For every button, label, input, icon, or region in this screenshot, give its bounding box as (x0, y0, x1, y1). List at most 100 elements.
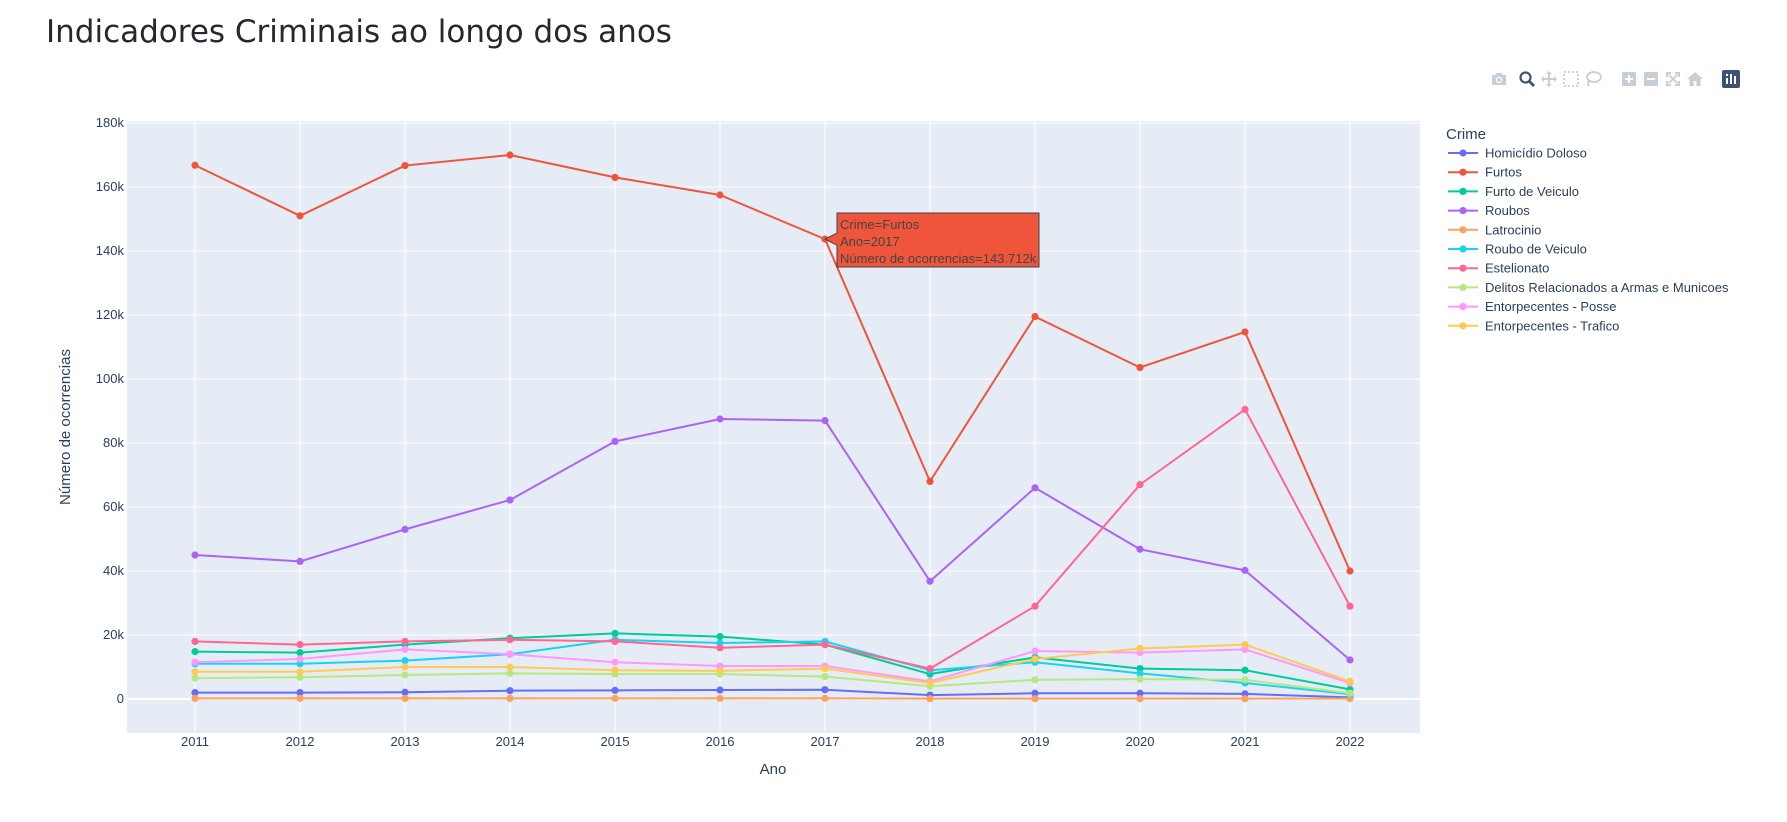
autoscale-icon[interactable] (1662, 68, 1684, 90)
data-point[interactable] (1241, 566, 1249, 574)
data-point[interactable] (716, 415, 724, 423)
series-line[interactable] (194, 672, 1351, 695)
data-point[interactable] (401, 637, 409, 646)
plotly-logo-icon[interactable] (1720, 68, 1742, 90)
data-point[interactable] (191, 694, 199, 702)
data-point[interactable] (611, 173, 619, 181)
data-point[interactable] (1136, 695, 1144, 703)
series-line[interactable] (195, 688, 1351, 699)
series-latrocinio[interactable] (191, 694, 1354, 703)
data-point[interactable] (821, 686, 829, 694)
data-point[interactable] (191, 689, 199, 697)
legend-item[interactable]: Furto de Veiculo (1448, 184, 1579, 199)
legend-item[interactable]: Latrocinio (1448, 222, 1541, 237)
data-point[interactable] (1241, 641, 1249, 649)
data-point[interactable] (401, 671, 409, 679)
data-point[interactable] (191, 637, 199, 646)
series-estelionato[interactable] (191, 405, 1354, 673)
data-point[interactable] (1346, 602, 1354, 610)
data-point[interactable] (611, 658, 619, 666)
legend-item[interactable]: Entorpecentes - Posse (1448, 299, 1617, 314)
zoom-in-icon[interactable] (1618, 68, 1640, 90)
data-point[interactable] (296, 694, 304, 702)
series-line[interactable] (194, 632, 1351, 691)
data-point[interactable] (296, 557, 304, 566)
data-point[interactable] (506, 687, 514, 695)
data-point[interactable] (1031, 676, 1039, 684)
data-point[interactable] (821, 673, 829, 681)
data-point[interactable] (296, 212, 304, 220)
data-point[interactable] (611, 437, 619, 445)
data-point[interactable] (1136, 363, 1144, 372)
data-point[interactable] (1241, 676, 1249, 684)
series-delitos-relacionados-a-armas-e-municoes[interactable] (191, 669, 1354, 697)
data-point[interactable] (506, 669, 514, 678)
data-point[interactable] (926, 477, 934, 485)
data-point[interactable] (1031, 602, 1039, 610)
legend-item[interactable]: Entorpecentes - Trafico (1448, 318, 1619, 333)
legend-item[interactable]: Homicídio Doloso (1448, 146, 1587, 161)
data-point[interactable] (506, 151, 514, 159)
legend-item[interactable]: Roubos (1448, 203, 1530, 218)
data-point[interactable] (1136, 481, 1144, 489)
series-line[interactable] (194, 154, 1351, 572)
data-point[interactable] (926, 679, 934, 687)
data-point[interactable] (611, 694, 619, 702)
data-point[interactable] (1241, 405, 1249, 413)
series-entorpecentes-trafico[interactable] (191, 641, 1354, 687)
data-point[interactable] (716, 644, 724, 652)
data-point[interactable] (296, 655, 304, 663)
data-point[interactable] (506, 496, 514, 504)
reset-axes-icon[interactable] (1684, 68, 1706, 90)
data-point[interactable] (926, 577, 934, 585)
data-point[interactable] (1346, 689, 1354, 697)
series-line[interactable] (195, 638, 1351, 696)
data-point[interactable] (1136, 545, 1144, 553)
data-point[interactable] (191, 551, 199, 559)
data-point[interactable] (611, 686, 619, 694)
data-point[interactable] (401, 161, 409, 170)
series-line[interactable] (194, 418, 1351, 661)
legend-item[interactable]: Roubo de Veiculo (1448, 242, 1587, 257)
series-lines[interactable] (191, 151, 1354, 703)
data-point[interactable] (716, 191, 724, 199)
series-roubos[interactable] (191, 415, 1354, 664)
data-point[interactable] (611, 666, 619, 674)
zoom-out-icon[interactable] (1640, 68, 1662, 90)
data-point[interactable] (1136, 675, 1144, 683)
data-point[interactable] (506, 694, 514, 702)
data-point[interactable] (401, 645, 409, 654)
data-point[interactable] (1031, 484, 1039, 492)
data-point[interactable] (296, 673, 304, 681)
data-point[interactable] (1031, 655, 1039, 663)
data-point[interactable] (401, 525, 409, 534)
data-point[interactable] (821, 417, 829, 425)
data-point[interactable] (821, 665, 829, 673)
data-point[interactable] (506, 650, 514, 658)
data-point[interactable] (926, 665, 934, 673)
data-point[interactable] (1346, 677, 1354, 686)
legend-item[interactable]: Furtos (1448, 165, 1522, 180)
data-point[interactable] (821, 694, 829, 702)
data-point[interactable] (1136, 689, 1144, 697)
data-point[interactable] (1241, 695, 1249, 703)
data-point[interactable] (611, 629, 619, 638)
data-point[interactable] (296, 689, 304, 697)
data-point[interactable] (296, 668, 304, 676)
data-point[interactable] (191, 674, 199, 682)
data-point[interactable] (191, 658, 199, 666)
zoom-icon[interactable] (1516, 68, 1538, 90)
data-point[interactable] (821, 641, 829, 649)
data-point[interactable] (401, 694, 409, 702)
data-point[interactable] (1346, 656, 1354, 664)
camera-icon[interactable] (1488, 68, 1510, 90)
data-point[interactable] (296, 649, 304, 657)
data-point[interactable] (1241, 328, 1249, 336)
data-point[interactable] (1031, 689, 1039, 697)
lasso-select-icon[interactable] (1582, 68, 1604, 90)
data-point[interactable] (1031, 695, 1039, 703)
legend-item[interactable]: Estelionato (1448, 261, 1549, 276)
data-point[interactable] (1031, 313, 1039, 321)
legend[interactable]: Crime Homicídio Doloso Furtos Furto de Vei… (1446, 126, 1729, 333)
